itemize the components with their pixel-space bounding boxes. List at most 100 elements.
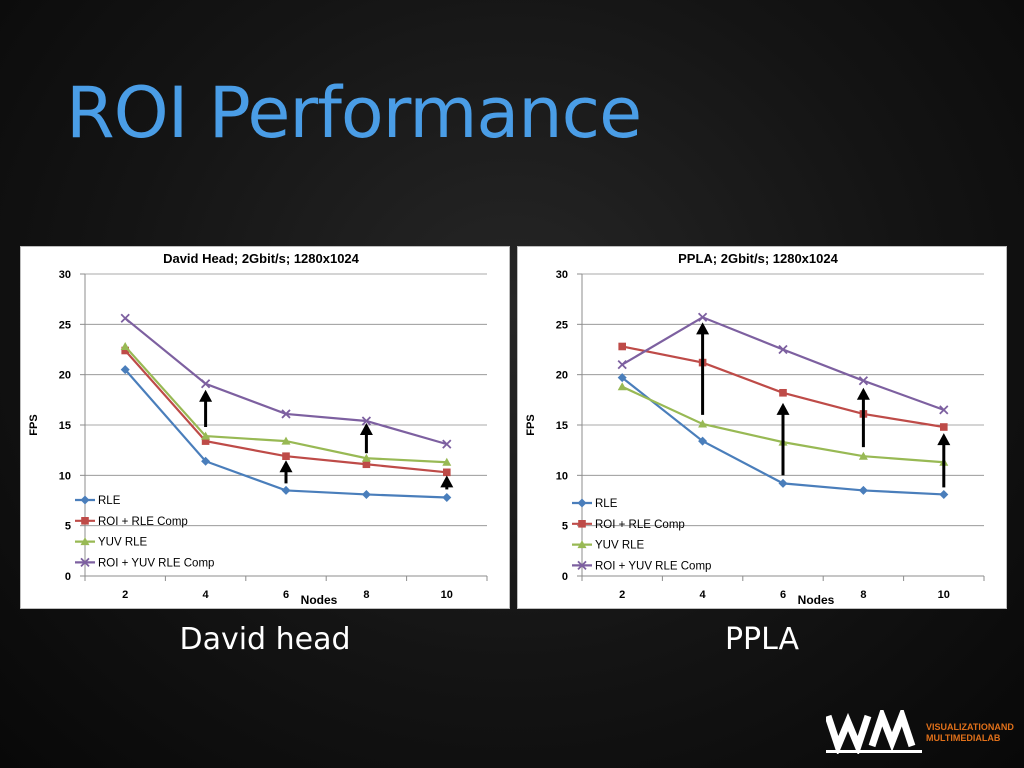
logo-mark-icon: [826, 710, 922, 754]
series-rle: [120, 365, 452, 502]
chart-title: PPLA; 2Gbit/s; 1280x1024: [678, 251, 838, 266]
legend-item: ROI + RLE Comp: [75, 516, 188, 528]
y-tick-label: 0: [562, 571, 568, 583]
legend-item: RLE: [75, 495, 121, 507]
series-roi-yuv-rle-comp: [617, 312, 949, 415]
legend-item: RLE: [572, 498, 618, 510]
data-point: [200, 379, 211, 389]
series-roi-rle-comp: [121, 346, 451, 477]
data-point: [939, 405, 949, 415]
data-point: [361, 453, 371, 462]
x-tick-label: 2: [619, 589, 625, 601]
data-point: [939, 489, 949, 499]
data-point: [697, 312, 708, 322]
y-tick-label: 0: [65, 571, 71, 583]
line-chart-david-head: David Head; 2Gbit/s; 1280x1024 0 5 10 15 20 25…: [28, 251, 488, 607]
y-tick-label: 10: [556, 470, 568, 482]
legend-label: ROI + YUV RLE Comp: [595, 560, 711, 572]
logo-text-line2: MULTIMEDIALAB: [926, 733, 1001, 743]
data-point: [281, 485, 291, 495]
legend-label: ROI + RLE Comp: [98, 516, 188, 528]
x-tick-label: 6: [780, 589, 786, 601]
data-point: [442, 457, 452, 466]
annotation-arrow: [696, 322, 710, 415]
data-point: [858, 376, 869, 386]
series-roi-yuv-rle-comp: [120, 313, 452, 449]
data-point: [617, 359, 627, 370]
legend-marker: [80, 537, 90, 546]
annotation-arrow: [776, 402, 790, 476]
x-tick-label: 10: [441, 589, 453, 601]
slide-title: ROI Performance: [66, 72, 642, 154]
data-point: [120, 341, 130, 350]
data-point: [858, 451, 868, 460]
legend-label: YUV RLE: [595, 540, 645, 552]
y-tick-label: 15: [556, 420, 568, 432]
data-point: [201, 437, 210, 445]
legend-marker: [577, 498, 587, 508]
legend-label: ROI + RLE Comp: [595, 519, 685, 531]
annotation-arrow: [279, 460, 293, 484]
x-axis-label: Nodes: [301, 593, 338, 607]
data-point: [940, 423, 948, 431]
x-axis-label: Nodes: [798, 593, 835, 607]
y-tick-label: 15: [59, 420, 71, 432]
legend-item: ROI + YUV RLE Comp: [75, 557, 214, 569]
data-point: [858, 485, 868, 495]
data-point: [281, 409, 291, 419]
y-tick-label: 10: [59, 470, 71, 482]
legend-item: YUV RLE: [75, 537, 148, 549]
data-point: [617, 382, 627, 391]
data-point: [442, 492, 452, 502]
annotation-arrow: [440, 475, 454, 490]
y-tick-label: 30: [556, 269, 568, 281]
data-point: [778, 344, 788, 355]
x-tick-label: 4: [203, 589, 210, 601]
data-point: [779, 388, 787, 397]
y-axis-label: FPS: [525, 414, 537, 435]
data-point: [201, 431, 211, 440]
logo-text-line1: VISUALIZATIONAND: [926, 722, 1014, 732]
caption-david-head: David head: [179, 622, 351, 657]
data-point: [443, 468, 451, 477]
legend-marker: [80, 495, 90, 505]
legend-label: ROI + YUV RLE Comp: [98, 557, 214, 569]
data-point: [361, 416, 372, 426]
y-tick-label: 30: [59, 269, 71, 281]
x-tick-label: 2: [122, 589, 128, 601]
caption-ppla: PPLA: [724, 622, 800, 657]
legend-label: YUV RLE: [98, 537, 148, 549]
legend-marker: [81, 517, 89, 525]
x-tick-label: 8: [363, 589, 369, 601]
data-point: [618, 342, 626, 351]
x-tick-label: 6: [283, 589, 289, 601]
legend: RLE ROI + RLE Comp YUV RLE ROI + YUV RLE Co…: [75, 495, 214, 569]
series-rle: [617, 373, 949, 499]
legend-item: ROI + RLE Comp: [572, 519, 685, 531]
x-tick-label: 10: [938, 589, 950, 601]
legend-marker: [80, 557, 90, 568]
data-point: [778, 478, 788, 488]
data-point: [442, 439, 452, 449]
annotation-arrow: [199, 389, 213, 428]
legend-item: YUV RLE: [572, 540, 645, 552]
annotation-arrow: [856, 387, 870, 448]
legend-item: ROI + YUV RLE Comp: [572, 560, 711, 572]
data-point: [281, 436, 291, 445]
data-point: [121, 346, 129, 355]
y-axis-label: FPS: [28, 414, 40, 435]
data-point: [617, 373, 627, 383]
legend-marker: [577, 560, 587, 571]
y-tick-label: 25: [556, 319, 568, 331]
y-tick-label: 5: [65, 521, 71, 533]
y-tick-label: 5: [562, 521, 568, 533]
y-tick-label: 25: [59, 319, 71, 331]
y-tick-label: 20: [59, 370, 71, 382]
annotation-arrow: [937, 433, 951, 488]
chart-title: David Head; 2Gbit/s; 1280x1024: [163, 251, 360, 266]
data-point: [282, 452, 290, 461]
data-point: [361, 489, 371, 499]
data-point: [698, 436, 708, 446]
annotation-arrow: [359, 423, 373, 454]
